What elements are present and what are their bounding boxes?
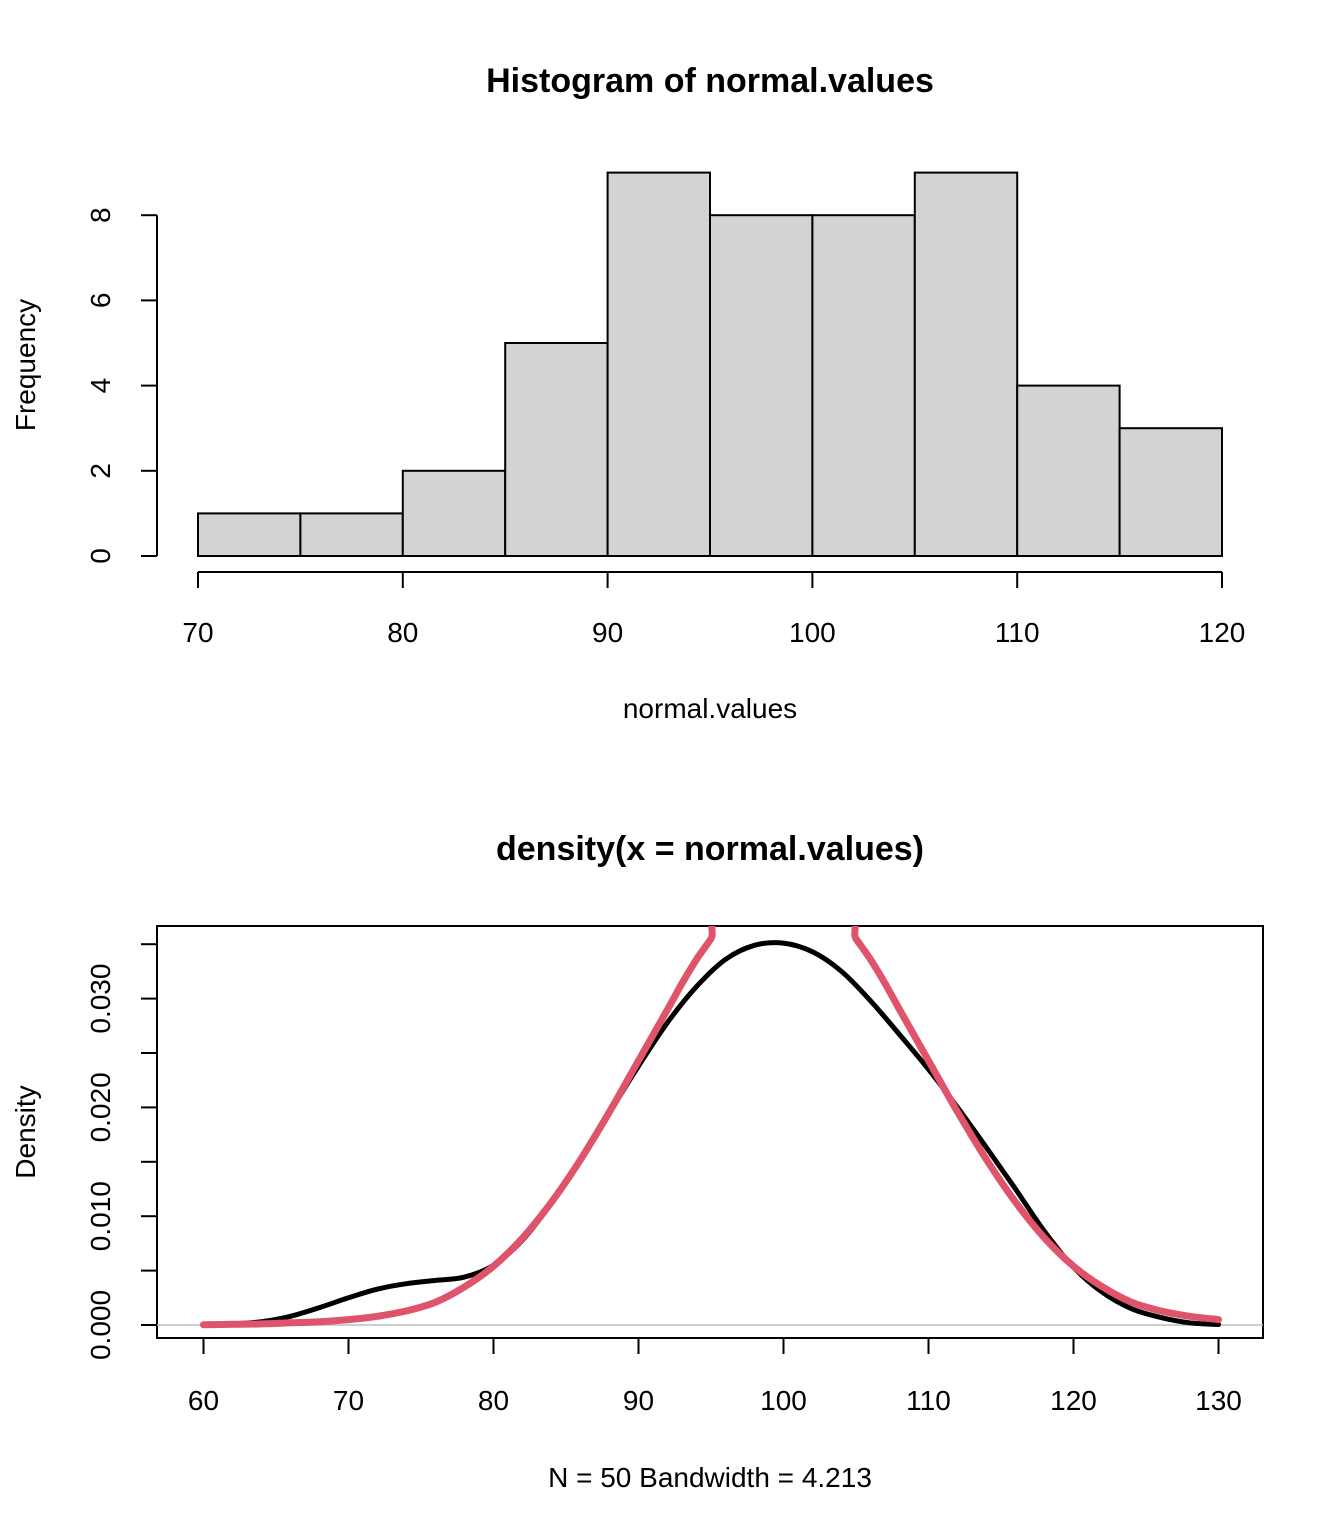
y-tick-label: 0.000 <box>85 1290 116 1360</box>
histogram-bar <box>1118 427 1223 558</box>
x-tick-label: 100 <box>760 1385 807 1416</box>
histogram-y-axis: 0 2 4 6 8 <box>85 207 158 564</box>
histogram-panel: Histogram of normal.values normal.values… <box>10 62 1245 724</box>
x-tick-label: 90 <box>592 617 623 648</box>
density-y-axis: 0.000 0.010 0.020 0.030 <box>85 943 157 1360</box>
density-panel: density(x = normal.values) N = 50 Bandwi… <box>10 830 1264 1493</box>
histogram-y-axis-label: Frequency <box>10 299 41 431</box>
y-tick-label: 0.020 <box>85 1072 116 1142</box>
histogram-bar <box>1016 384 1121 557</box>
histogram-bar <box>504 342 609 557</box>
histogram-bar <box>197 512 302 558</box>
histogram-bar <box>709 214 814 557</box>
x-tick-label: 110 <box>906 1385 951 1416</box>
x-tick-label: 60 <box>188 1385 219 1416</box>
y-tick-label: 0.030 <box>85 964 116 1034</box>
histogram-x-axis-label: normal.values <box>623 693 797 724</box>
density-x-axis-label: N = 50 Bandwidth = 4.213 <box>548 1462 872 1493</box>
y-tick-label: 6 <box>85 293 116 309</box>
x-tick-label: 120 <box>1050 1385 1097 1416</box>
histogram-bar <box>401 469 507 557</box>
density-x-axis: 60 70 80 90 100 110 120 130 <box>188 1338 1242 1416</box>
x-tick-label: 70 <box>182 617 213 648</box>
x-tick-label: 90 <box>623 1385 654 1416</box>
density-title: density(x = normal.values) <box>496 830 924 868</box>
y-tick-label: 4 <box>85 378 116 394</box>
x-tick-label: 120 <box>1199 617 1246 648</box>
normal-curve-red <box>200 926 1222 1329</box>
y-tick-label: 0 <box>85 548 116 564</box>
x-tick-label: 130 <box>1195 1385 1242 1416</box>
histogram-title: Histogram of normal.values <box>486 62 934 100</box>
histogram-x-axis: 70 80 90 100 110 120 <box>182 571 1246 648</box>
y-tick-label: 0.010 <box>85 1181 116 1251</box>
x-tick-label: 80 <box>387 617 418 648</box>
y-tick-label: 8 <box>85 207 116 223</box>
x-tick-label: 110 <box>995 617 1040 648</box>
x-tick-label: 70 <box>333 1385 364 1416</box>
histogram-bar <box>299 512 404 558</box>
histogram-bar <box>913 171 1019 557</box>
density-curve-black <box>201 940 1221 1328</box>
density-curves <box>200 926 1222 1329</box>
density-y-axis-label: Density <box>10 1085 41 1178</box>
x-tick-label: 80 <box>478 1385 509 1416</box>
histogram-bar <box>811 214 916 557</box>
y-tick-label: 2 <box>85 463 116 479</box>
histogram-bar <box>606 171 711 557</box>
x-tick-label: 100 <box>789 617 836 648</box>
histogram-bars <box>197 171 1223 558</box>
